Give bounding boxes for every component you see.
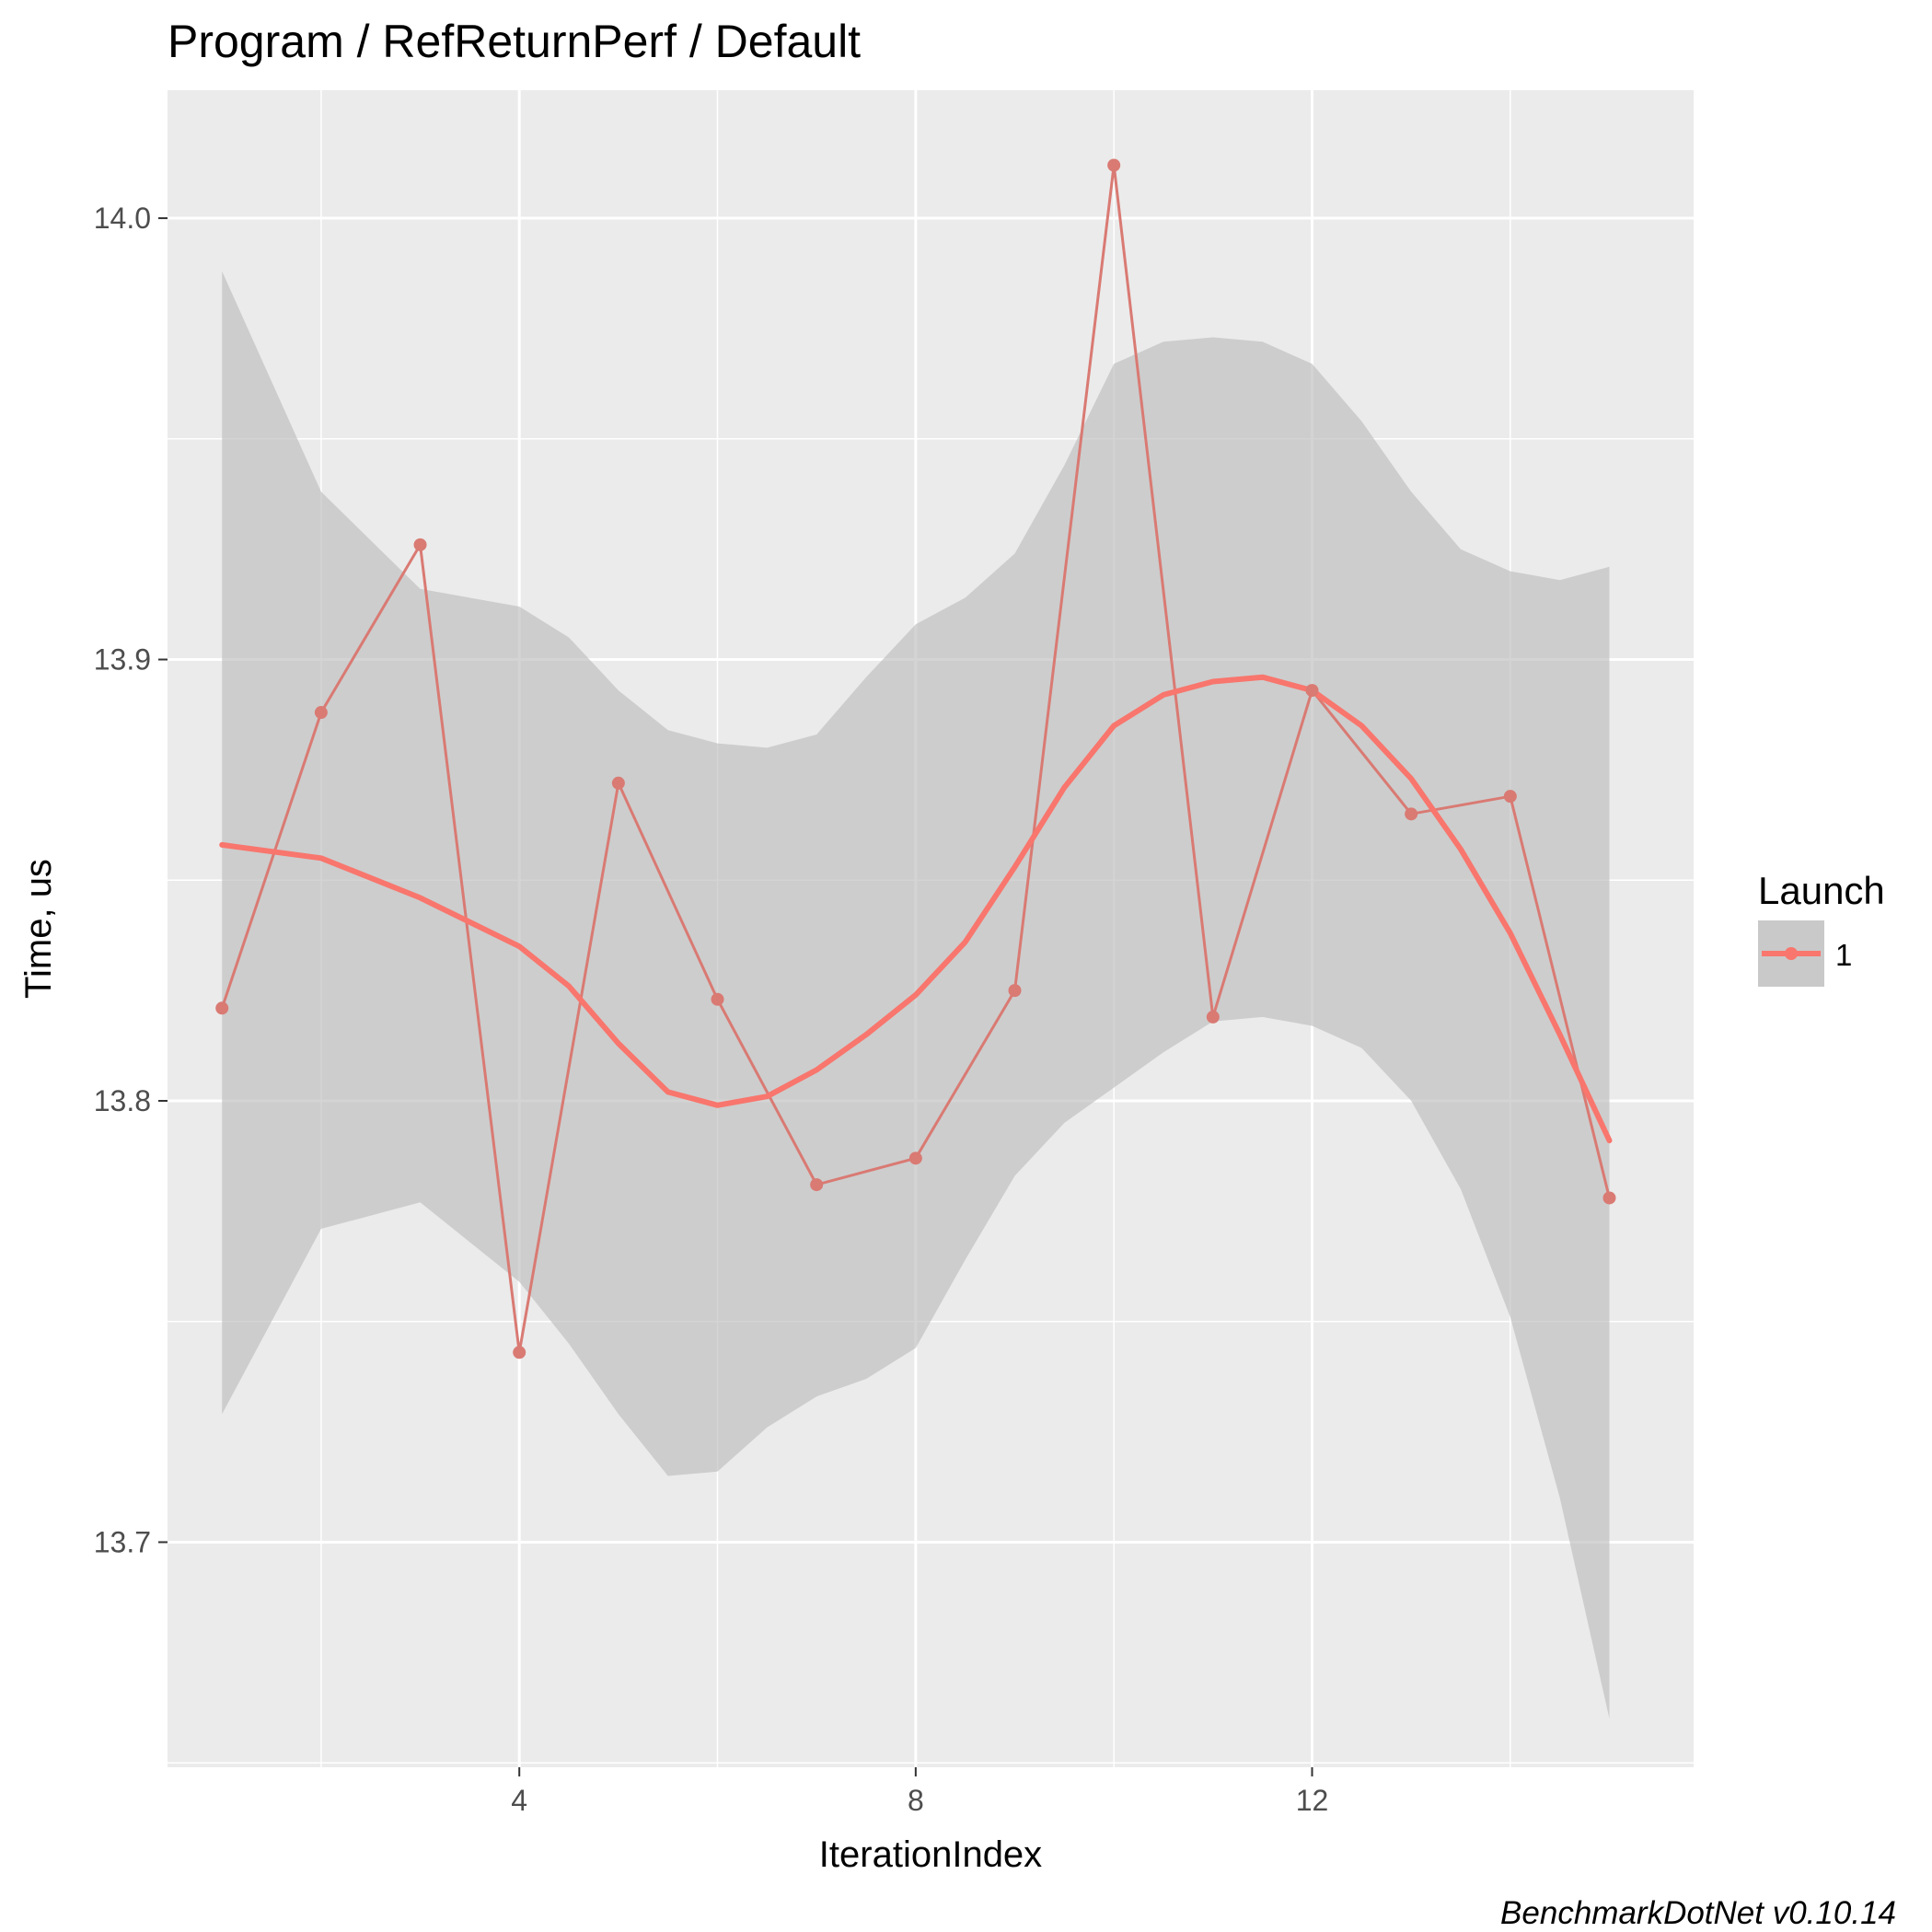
data-point	[1503, 790, 1517, 804]
x-tick-label: 12	[1296, 1784, 1329, 1817]
data-point	[413, 538, 427, 551]
data-point	[1206, 1010, 1220, 1024]
data-point	[1405, 807, 1418, 821]
data-point	[1107, 158, 1121, 172]
data-point	[215, 1001, 229, 1015]
x-axis-title: IterationIndex	[819, 1834, 1042, 1875]
smooth-layer	[219, 674, 1613, 1144]
y-tick-label: 13.8	[94, 1084, 151, 1117]
data-point	[1305, 684, 1319, 698]
y-tick-label: 14.0	[94, 202, 151, 235]
smooth-trend-line	[219, 674, 1613, 1144]
y-axis-title: Time, us	[18, 859, 59, 999]
legend-label: 1	[1835, 938, 1852, 972]
data-point	[513, 1346, 526, 1359]
x-tick-label: 4	[511, 1784, 527, 1817]
legend: Launch 1	[1758, 869, 1885, 987]
y-tick-label: 13.7	[94, 1525, 151, 1558]
y-tick-label: 13.9	[94, 643, 151, 677]
legend-title: Launch	[1758, 869, 1885, 912]
points-layer	[215, 158, 1616, 1359]
data-point	[1602, 1191, 1616, 1205]
x-tick-label: 8	[908, 1784, 924, 1817]
legend-key-point	[1785, 947, 1798, 960]
caption: BenchmarkDotNet v0.10.14	[1500, 1895, 1896, 1931]
data-point	[810, 1178, 824, 1192]
data-point	[908, 1151, 922, 1165]
data-point	[1008, 984, 1022, 998]
chart-title: Program / RefReturnPerf / Default	[168, 16, 861, 67]
data-point	[711, 992, 724, 1006]
data-point	[611, 776, 625, 790]
data-point	[314, 706, 328, 720]
axes: 4 8 12 13.7 13.8 13.9 14.0	[94, 202, 1329, 1817]
